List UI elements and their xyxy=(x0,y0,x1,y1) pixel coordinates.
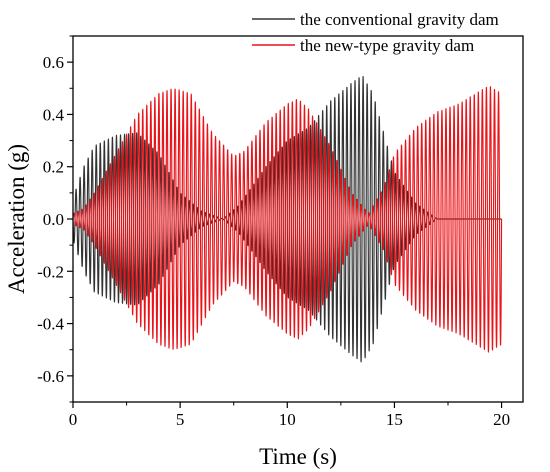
y-tick-label: 0.4 xyxy=(43,105,65,124)
y-tick-label: -0.4 xyxy=(37,315,64,334)
legend-label-conventional: the conventional gravity dam xyxy=(300,10,499,29)
x-tick-label: 10 xyxy=(279,410,296,429)
y-tick-label: 0.6 xyxy=(43,53,64,72)
x-tick-label: 20 xyxy=(493,410,510,429)
y-tick-label: 0.0 xyxy=(43,210,64,229)
x-tick-label: 5 xyxy=(176,410,185,429)
axis-ticks: 0 5 10 15 20 -0.6 -0.4 -0.2 0.0 0.2 0.4 0.6 xyxy=(37,35,510,429)
x-tick-label: 0 xyxy=(69,410,78,429)
y-tick-label: -0.6 xyxy=(37,367,64,386)
plot-area xyxy=(73,76,503,363)
legend-label-new-type: the new-type gravity dam xyxy=(300,36,474,55)
legend: the conventional gravity dam the new-typ… xyxy=(252,10,499,55)
y-axis-title: Acceleration (g) xyxy=(4,144,29,294)
series-line-new-type xyxy=(73,86,503,353)
y-tick-label: 0.2 xyxy=(43,158,64,177)
x-tick-label: 15 xyxy=(386,410,403,429)
y-tick-label: -0.2 xyxy=(37,262,64,281)
x-axis-title: Time (s) xyxy=(259,444,337,469)
